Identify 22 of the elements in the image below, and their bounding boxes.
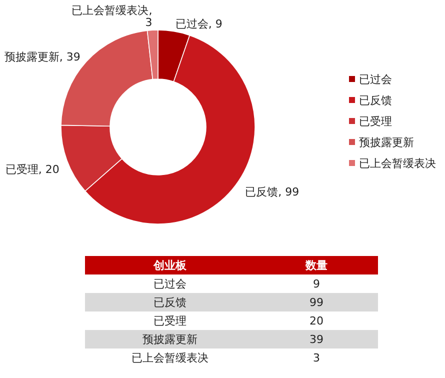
legend-label: 已受理 bbox=[359, 115, 392, 128]
data-label: 20 bbox=[310, 314, 324, 328]
text: 创业板 bbox=[152, 259, 188, 272]
legend-label: 已上会暂缓表决 bbox=[359, 157, 436, 170]
category-label: 预披露更新 bbox=[142, 333, 198, 346]
data-label: 已过会, 9 bbox=[175, 17, 222, 30]
legend-label: 预披露更新 bbox=[359, 136, 414, 149]
data-label: 已受理, 20 bbox=[5, 163, 60, 176]
category-label: 已反馈 bbox=[154, 296, 186, 309]
data-label: 预披露更新, 39 bbox=[4, 50, 80, 64]
category-label: 已受理 bbox=[154, 314, 186, 328]
data-label: 已上会暂缓表决, 3 bbox=[72, 4, 152, 30]
data-label: 已反馈, 99 bbox=[245, 186, 300, 199]
data-label: 99 bbox=[310, 296, 324, 309]
text: 数量 bbox=[304, 259, 328, 272]
data-label: 9 bbox=[313, 278, 320, 290]
data-label: 3 bbox=[313, 352, 320, 364]
category-label: 已上会暂缓表决 bbox=[132, 352, 208, 364]
data-label: 39 bbox=[310, 333, 324, 346]
legend-label: 已过会 bbox=[359, 73, 392, 86]
legend-label: 已反馈 bbox=[359, 94, 392, 107]
category-label: 已过会 bbox=[154, 278, 186, 290]
